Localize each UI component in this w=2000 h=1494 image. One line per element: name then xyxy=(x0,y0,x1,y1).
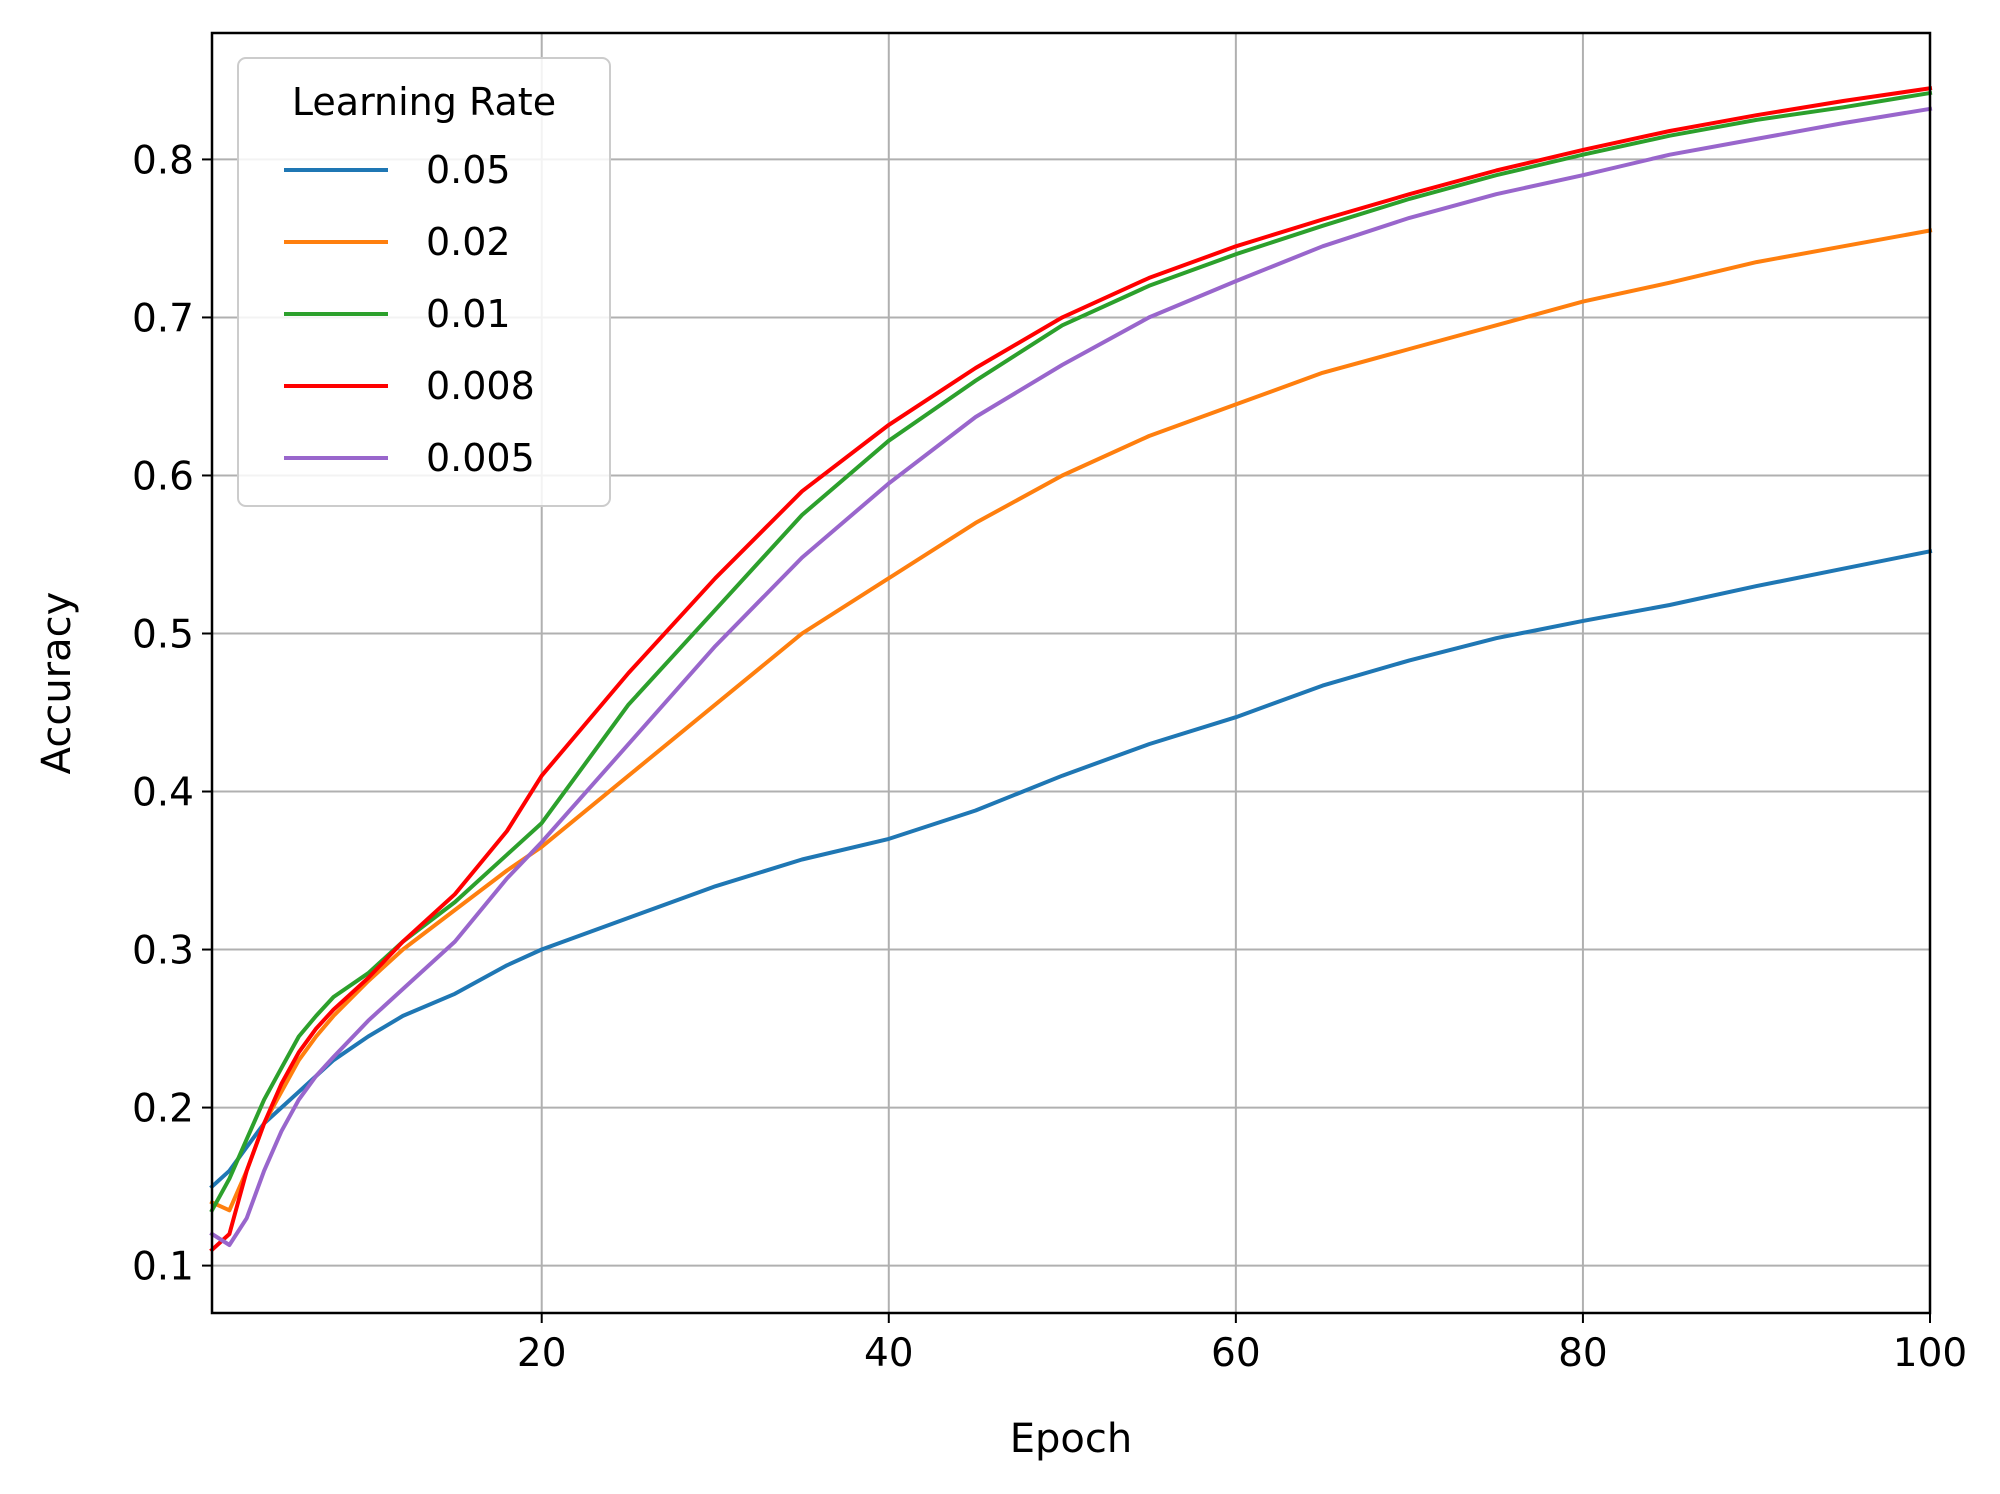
x-tick-label: 20 xyxy=(517,1331,567,1376)
legend: Learning Rate 0.05 0.02 0.01 0.008 0.005 xyxy=(237,57,611,507)
legend-box xyxy=(237,57,611,507)
y-tick-label: 0.8 xyxy=(132,138,194,183)
y-axis-label: Accuracy xyxy=(34,592,80,775)
series-lines xyxy=(209,86,1933,1253)
legend-label-0.008: 0.008 xyxy=(426,364,535,408)
y-tick-label: 0.6 xyxy=(132,454,194,499)
series-line-0.01 xyxy=(209,90,1933,1214)
axis-ticks: 20 40 60 80 100 0.1 0.2 0.3 0.4 0.5 0.6 0.7 0.8 xyxy=(132,138,1967,1376)
legend-entries: 0.05 0.02 0.01 0.008 0.005 xyxy=(284,148,535,480)
series-line-0.008 xyxy=(209,86,1933,1253)
legend-label-0.005: 0.005 xyxy=(426,436,535,480)
y-tick-label: 0.5 xyxy=(132,612,194,657)
series-line-0.05 xyxy=(209,548,1933,1190)
plot-frame xyxy=(210,31,1932,1315)
y-tick-label: 0.7 xyxy=(132,296,194,341)
legend-title: Learning Rate xyxy=(292,80,556,124)
y-tick-label: 0.3 xyxy=(132,929,194,974)
y-tick-label: 0.2 xyxy=(132,1087,194,1132)
legend-label-0.05: 0.05 xyxy=(426,148,511,192)
series-line-0.005 xyxy=(209,106,1933,1247)
series-line-0.02 xyxy=(209,228,1933,1213)
legend-label-0.01: 0.01 xyxy=(426,292,511,336)
y-tick-label: 0.4 xyxy=(132,771,194,816)
y-tick-label: 0.1 xyxy=(132,1245,194,1290)
x-tick-label: 100 xyxy=(1893,1331,1967,1376)
x-tick-label: 60 xyxy=(1211,1331,1261,1376)
x-tick-label: 80 xyxy=(1558,1331,1608,1376)
x-tick-label: 40 xyxy=(864,1331,914,1376)
legend-label-0.02: 0.02 xyxy=(426,220,511,264)
x-axis-label: Epoch xyxy=(1010,1416,1132,1462)
